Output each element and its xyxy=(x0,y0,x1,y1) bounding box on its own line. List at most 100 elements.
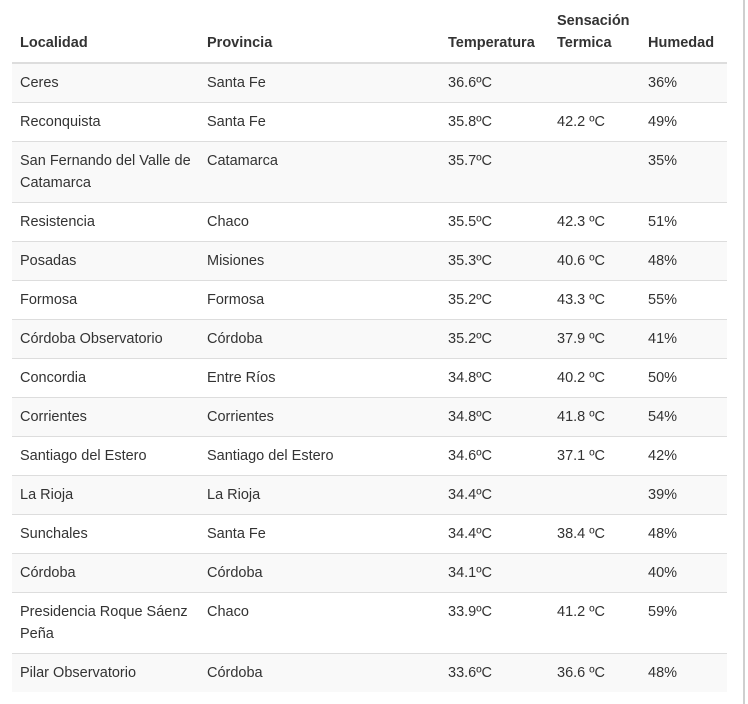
table-cell: Formosa xyxy=(199,280,440,320)
table-cell: 38.4 ºC xyxy=(549,514,640,554)
table-cell: Pilar Observatorio xyxy=(12,653,199,692)
table-cell: 54% xyxy=(640,397,727,437)
scroll-edge xyxy=(743,0,745,704)
table-cell: 35.5ºC xyxy=(440,202,549,242)
table-cell: 40.2 ºC xyxy=(549,358,640,398)
table-cell: La Rioja xyxy=(199,475,440,515)
table-cell: 41.8 ºC xyxy=(549,397,640,437)
table-row: Formosa Formosa 35.2ºC 43.3 ºC 55% xyxy=(12,280,727,320)
table-cell: 35.3ºC xyxy=(440,241,549,281)
table-cell: Catamarca xyxy=(199,141,440,203)
table-cell: Posadas xyxy=(12,241,199,281)
table-cell: 41% xyxy=(640,319,727,359)
table-cell: 35.7ºC xyxy=(440,141,549,203)
table-cell: 36.6 ºC xyxy=(549,653,640,692)
table-cell: 35% xyxy=(640,141,727,203)
table-row: Posadas Misiones 35.3ºC 40.6 ºC 48% xyxy=(12,241,727,281)
table-cell: 34.8ºC xyxy=(440,358,549,398)
table-row: Córdoba Observatorio Córdoba 35.2ºC 37.9 ºC… xyxy=(12,319,727,359)
table-row: Pilar Observatorio Córdoba 33.6ºC 36.6 ºC 48… xyxy=(12,653,727,692)
table-row: San Fernando del Valle de Catamarca Catam… xyxy=(12,141,727,203)
table-cell: 35.8ºC xyxy=(440,102,549,142)
table-cell: 59% xyxy=(640,592,727,654)
weather-table: Localidad Provincia Temperatura Sensación T… xyxy=(12,0,727,692)
table-cell: Formosa xyxy=(12,280,199,320)
table-cell: Reconquista xyxy=(12,102,199,142)
table-row: Ceres Santa Fe 36.6ºC 36% xyxy=(12,62,727,103)
table-cell: Córdoba xyxy=(199,319,440,359)
table-row: Sunchales Santa Fe 34.4ºC 38.4 ºC 48% xyxy=(12,514,727,554)
table-cell: 50% xyxy=(640,358,727,398)
table-row: La Rioja La Rioja 34.4ºC 39% xyxy=(12,475,727,515)
table-cell: La Rioja xyxy=(12,475,199,515)
column-header: Temperatura xyxy=(440,0,549,64)
table-cell: Misiones xyxy=(199,241,440,281)
table-cell: 37.1 ºC xyxy=(549,436,640,476)
table-cell: Sunchales xyxy=(12,514,199,554)
table-cell: 34.4ºC xyxy=(440,475,549,515)
table-cell: 35.2ºC xyxy=(440,280,549,320)
table-head: Localidad Provincia Temperatura Sensación T… xyxy=(12,0,727,64)
table-row: Santiago del Estero Santiago del Estero 34… xyxy=(12,436,727,476)
table-cell: 34.1ºC xyxy=(440,553,549,593)
table-cell: Presidencia Roque Sáenz Peña xyxy=(12,592,199,654)
table-row: Corrientes Corrientes 34.8ºC 41.8 ºC 54% xyxy=(12,397,727,437)
table-cell: Santiago del Estero xyxy=(199,436,440,476)
table-cell: 41.2 ºC xyxy=(549,592,640,654)
column-header: Provincia xyxy=(199,0,440,64)
table-cell: Santa Fe xyxy=(199,102,440,142)
table-cell: 37.9 ºC xyxy=(549,319,640,359)
table-cell: 33.9ºC xyxy=(440,592,549,654)
table-row: Reconquista Santa Fe 35.8ºC 42.2 ºC 49% xyxy=(12,102,727,142)
table-cell: 48% xyxy=(640,653,727,692)
table-cell: 34.8ºC xyxy=(440,397,549,437)
table-cell: 49% xyxy=(640,102,727,142)
table-cell: Santa Fe xyxy=(199,514,440,554)
table-cell: Corrientes xyxy=(12,397,199,437)
column-header: Humedad xyxy=(640,0,727,64)
table-cell: 35.2ºC xyxy=(440,319,549,359)
table-cell: 34.4ºC xyxy=(440,514,549,554)
column-header: Localidad xyxy=(12,0,199,64)
table-cell: San Fernando del Valle de Catamarca xyxy=(12,141,199,203)
table-cell: Concordia xyxy=(12,358,199,398)
table-cell: Córdoba xyxy=(12,553,199,593)
table-cell: 40.6 ºC xyxy=(549,241,640,281)
table-cell: 43.3 ºC xyxy=(549,280,640,320)
table-cell: Chaco xyxy=(199,202,440,242)
table-row: Presidencia Roque Sáenz Peña Chaco 33.9ºC 4… xyxy=(12,592,727,654)
table-cell: Córdoba Observatorio xyxy=(12,319,199,359)
table-cell: 51% xyxy=(640,202,727,242)
column-header: Sensación Termica xyxy=(549,0,640,64)
table-row: Córdoba Córdoba 34.1ºC 40% xyxy=(12,553,727,593)
header-row: Localidad Provincia Temperatura Sensación T… xyxy=(12,0,727,64)
table-cell: Resistencia xyxy=(12,202,199,242)
table-cell: 48% xyxy=(640,241,727,281)
table-cell: Córdoba xyxy=(199,653,440,692)
table-cell xyxy=(549,62,640,103)
table-cell: 36.6ºC xyxy=(440,62,549,103)
table-cell: Santa Fe xyxy=(199,62,440,103)
table-cell: 39% xyxy=(640,475,727,515)
table-cell: 34.6ºC xyxy=(440,436,549,476)
table-body: Ceres Santa Fe 36.6ºC 36% Reconquista Santa F… xyxy=(12,62,727,692)
table-row: Resistencia Chaco 35.5ºC 42.3 ºC 51% xyxy=(12,202,727,242)
table-cell: 42.3 ºC xyxy=(549,202,640,242)
table-cell: 48% xyxy=(640,514,727,554)
table-cell: 33.6ºC xyxy=(440,653,549,692)
table-cell: Entre Ríos xyxy=(199,358,440,398)
table-cell: 36% xyxy=(640,62,727,103)
table-cell: 42.2 ºC xyxy=(549,102,640,142)
table-cell xyxy=(549,141,640,203)
table-cell: 40% xyxy=(640,553,727,593)
table-row: Concordia Entre Ríos 34.8ºC 40.2 ºC 50% xyxy=(12,358,727,398)
table-cell: 55% xyxy=(640,280,727,320)
table-cell: 42% xyxy=(640,436,727,476)
table-cell: Santiago del Estero xyxy=(12,436,199,476)
table-cell xyxy=(549,553,640,593)
table-cell: Ceres xyxy=(12,62,199,103)
table-cell xyxy=(549,475,640,515)
table-cell: Córdoba xyxy=(199,553,440,593)
table-cell: Chaco xyxy=(199,592,440,654)
